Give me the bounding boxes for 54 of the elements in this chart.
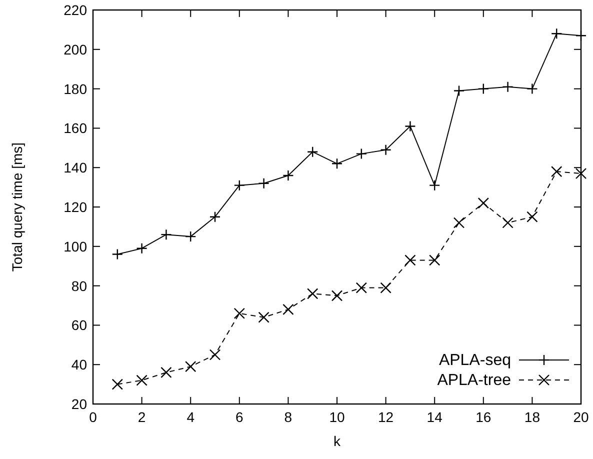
y-tick-label: 60 (71, 317, 88, 334)
point (234, 308, 245, 319)
point (551, 166, 562, 178)
x-tick-label: 2 (138, 409, 146, 425)
point (282, 304, 294, 316)
point (331, 290, 343, 302)
y-tick-label: 20 (71, 396, 88, 412)
point (112, 378, 123, 390)
point (185, 360, 196, 372)
point (209, 211, 221, 222)
point (209, 349, 221, 360)
point (136, 242, 148, 254)
x-axis-title: k (334, 433, 342, 449)
y-tick-label: 80 (71, 278, 88, 294)
point (136, 374, 148, 386)
point (404, 120, 416, 132)
point (502, 217, 514, 228)
x-tick-label: 8 (284, 409, 292, 425)
x-tick-label: 4 (186, 409, 195, 425)
y-tick-label: 40 (71, 356, 88, 373)
y-tick-label: 120 (64, 199, 88, 215)
y-tick-label: 160 (64, 120, 88, 136)
point (526, 211, 538, 222)
point (453, 85, 465, 96)
point (356, 282, 367, 294)
x-tick-label: 6 (236, 409, 244, 425)
y-tick-label: 100 (64, 238, 88, 254)
y-tick-label: 200 (64, 41, 88, 58)
point (112, 248, 123, 260)
x-tick-label: 10 (329, 409, 345, 425)
point (404, 254, 416, 266)
x-tick-label: 0 (89, 409, 98, 425)
point (307, 146, 318, 158)
point (429, 254, 440, 266)
x-tick-label: 14 (426, 409, 443, 425)
legend-label: APLA-tree (437, 372, 512, 389)
point (453, 217, 465, 228)
point (160, 366, 172, 378)
point (478, 197, 489, 209)
point (331, 158, 343, 170)
legend-label: APLA-seq (438, 352, 511, 369)
y-tick-label: 220 (64, 2, 88, 18)
point (575, 168, 587, 180)
x-tick-label: 18 (524, 409, 540, 425)
point (307, 288, 318, 300)
x-tick-label: 12 (378, 409, 394, 425)
x-tick-label: 20 (573, 409, 589, 425)
y-axis-title: Total query time [ms] (9, 142, 25, 272)
point (258, 312, 270, 323)
point (380, 282, 392, 294)
point (282, 170, 294, 182)
y-tick-label: 140 (64, 160, 88, 176)
x-tick-label: 16 (476, 409, 492, 425)
y-tick-label: 180 (64, 80, 88, 97)
